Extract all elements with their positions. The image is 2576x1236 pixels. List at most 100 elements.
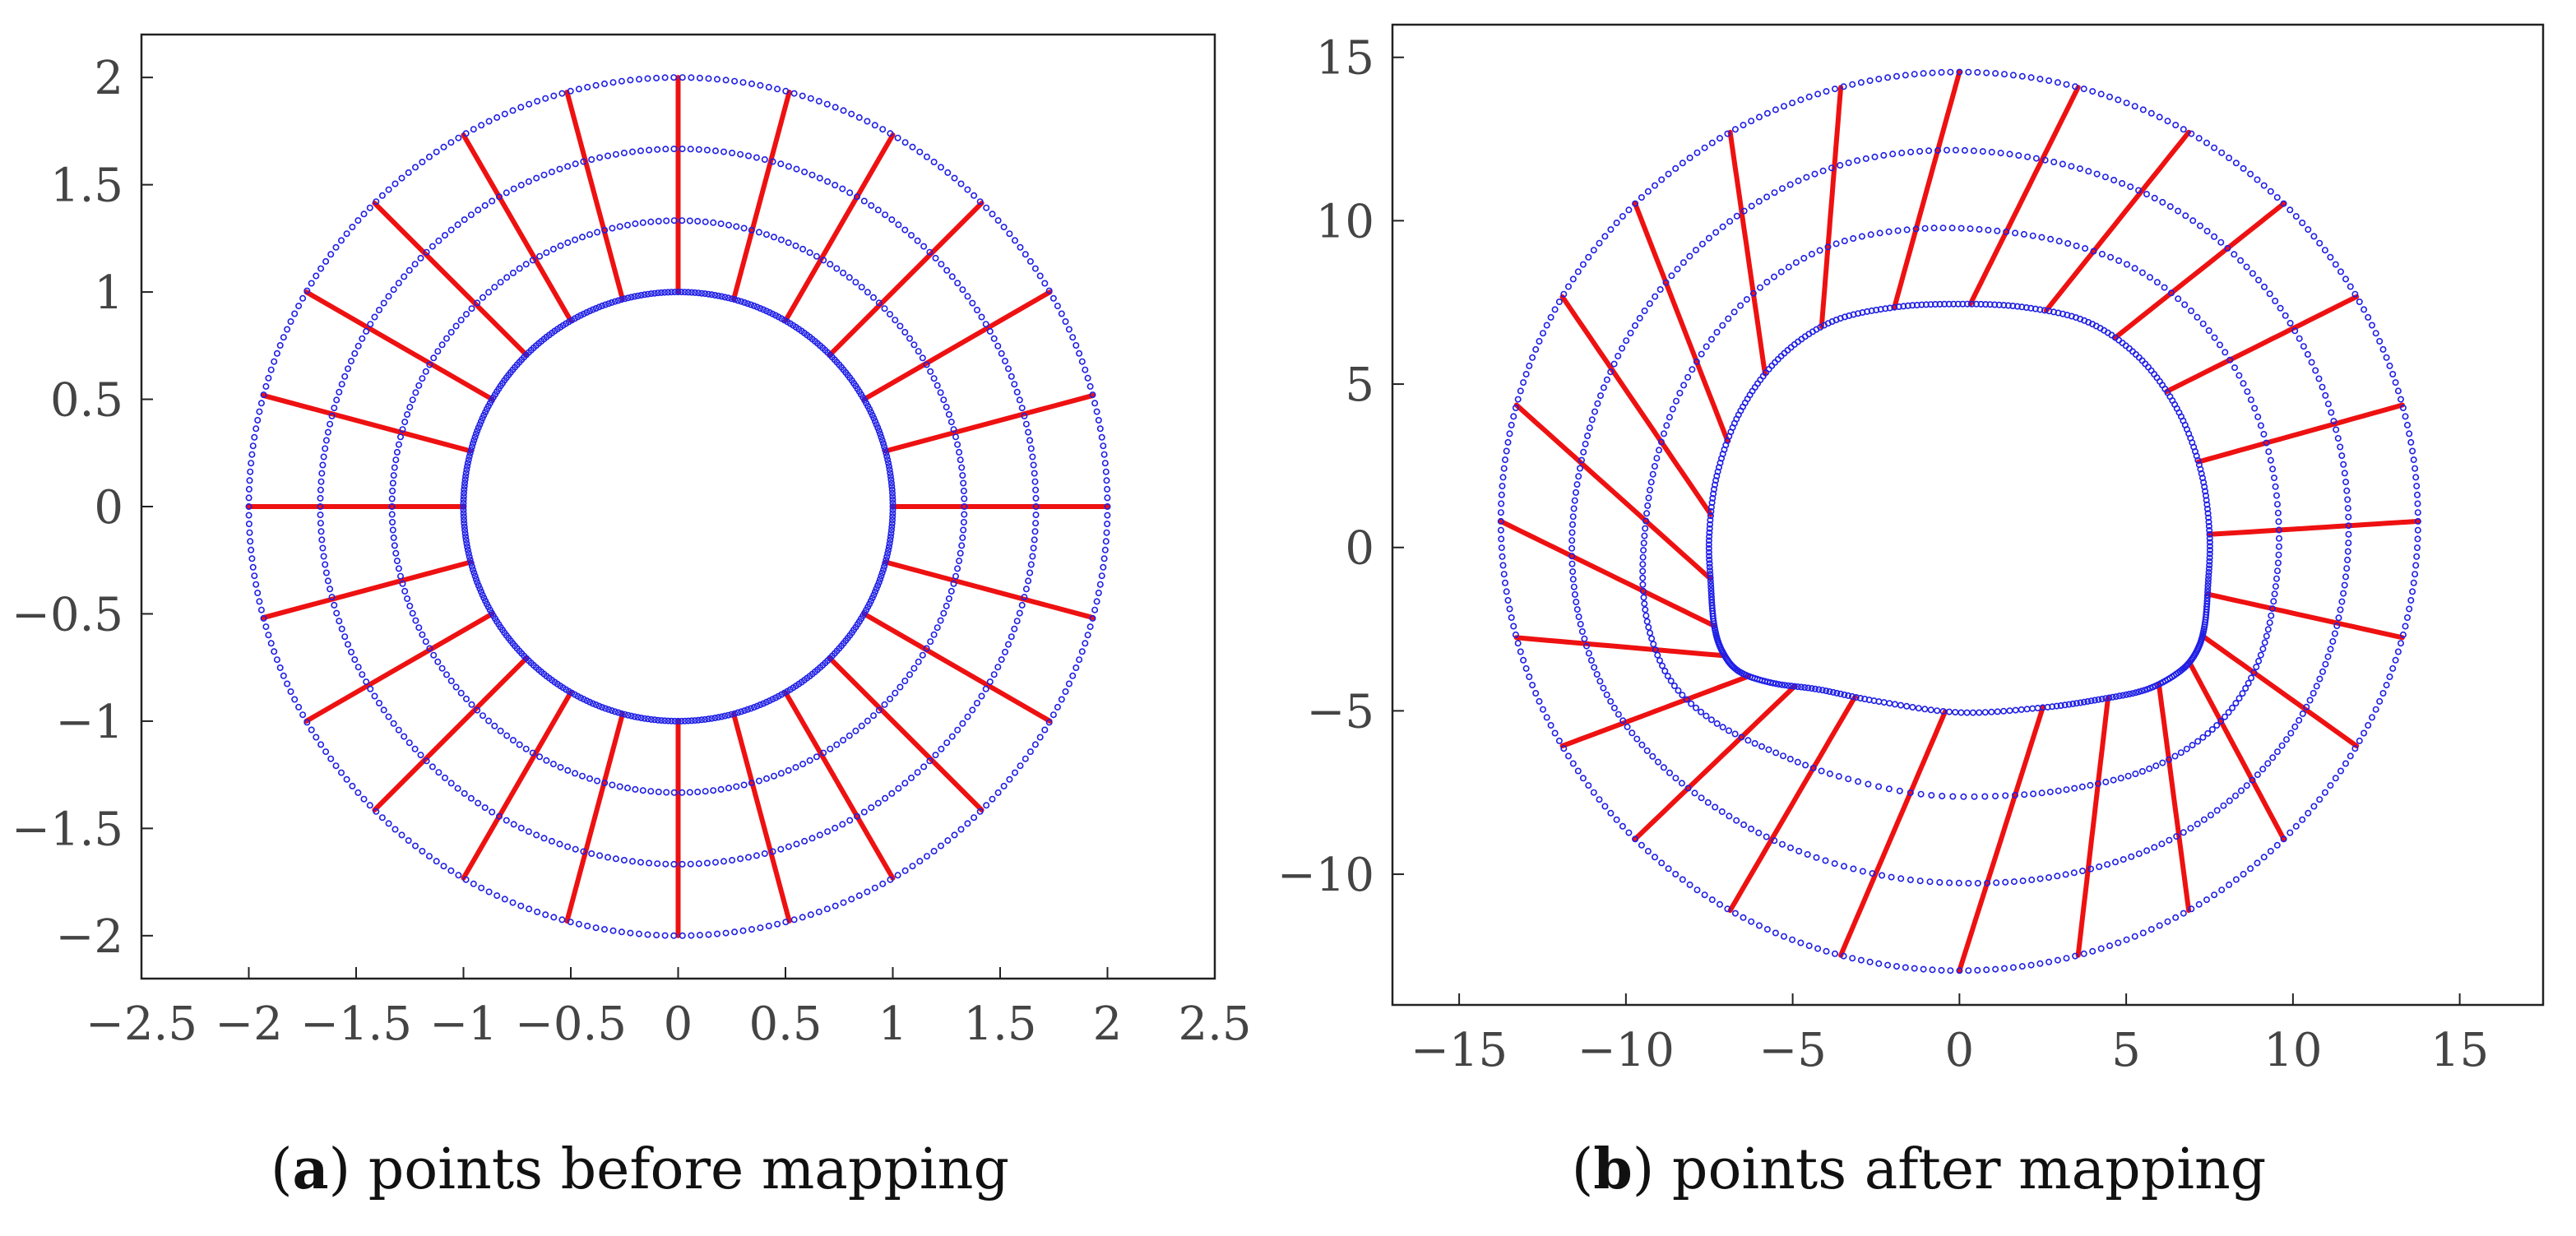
panel-a-ring-3-point [429, 763, 436, 771]
panel-a-ring-2-point [897, 322, 904, 330]
panel-a-ring-3-point [914, 237, 921, 244]
panel-a-ring-4-point [584, 84, 591, 91]
panel-b-ring-2-point [2110, 776, 2117, 784]
panel-b-ring-2-point [2245, 679, 2252, 687]
panel-a-ring-3-point [938, 745, 945, 752]
panel-b-ring-4-point [2402, 413, 2409, 420]
panel-b-ring-3-point [1569, 513, 1577, 521]
panel-b-ring-4-point [2386, 362, 2393, 369]
panel-b-radial-line [1633, 683, 1797, 842]
panel-b-ring-3-point [1655, 758, 1662, 766]
panel-a-ring-2-point [389, 526, 396, 534]
panel-a-ring-2-point [503, 274, 511, 281]
panel-b-ring-2-point [1786, 755, 1794, 762]
panel-a-ring-3-point [454, 221, 461, 229]
panel-a-ring-4-point [1086, 382, 1094, 390]
panel-a-ring-2-point [740, 225, 748, 232]
panel-b-ring-2-point [2275, 518, 2282, 525]
panel-a-ring-1-point [476, 585, 484, 592]
panel-a-ring-3-point [1011, 381, 1018, 388]
panel-a-ring-1-point [461, 530, 469, 537]
panel-a-ring-3-point [990, 671, 998, 678]
panel-b-ring-1-point [1963, 709, 1971, 716]
panel-b-ring-3-point [2344, 505, 2351, 512]
panel-b-ring-4-point [2376, 337, 2384, 345]
panel-b-ring-1-point [1886, 304, 1893, 312]
panel-a-ring-3-point [932, 752, 939, 759]
panel-a-ring-2-point [934, 382, 941, 389]
panel-a-ring-4-point [1017, 243, 1024, 251]
panel-a-ring-2-point [388, 502, 396, 510]
panel-b-ring-4-point [1499, 562, 1507, 569]
panel-a-ring-1-point [883, 556, 890, 563]
panel-b-radial-line [2199, 633, 2360, 749]
panel-b-ring-3-point [2322, 660, 2329, 668]
panel-b-ring-3-point [1733, 212, 1740, 220]
panel-b-ring-1-point [2132, 350, 2139, 358]
panel-b-ring-1-point [1774, 355, 1781, 363]
panel-b-radial-line [1727, 694, 1858, 914]
panel-b-ring-3-point [2062, 871, 2069, 878]
panel-a-ring-4-point [774, 920, 781, 928]
panel-a-ring-3-point [429, 243, 436, 250]
panel-b-ring-2-point [1939, 792, 1946, 799]
panel-a-ring-2-point [945, 595, 952, 602]
panel-b-ring-2-point [1832, 240, 1840, 248]
panel-a-ring-3-point [895, 785, 902, 792]
panel-b-ring-2-point [1642, 525, 1649, 532]
panel-b-ring-1-point [2013, 303, 2021, 310]
panel-a-ring-3-point [322, 437, 330, 444]
panel-b-ring-1-point [1903, 702, 1911, 710]
panel-b-ring-3-point [2110, 177, 2118, 184]
panel-b-ring-4-point [2072, 952, 2079, 960]
panel-a-ring-1-point [618, 710, 625, 717]
panel-b-ring-2-point [2267, 456, 2274, 464]
panel-a-ring-1-point [688, 289, 695, 296]
panel-a-ring-4-point [575, 86, 582, 93]
panel-b-ring-3-point [2151, 844, 2158, 851]
panel-a-ring-4-point [644, 931, 651, 938]
panel-a-ring-2-point [717, 785, 725, 793]
panel-b-ring-4-point [1708, 896, 1716, 904]
panel-a-ring-2-point [910, 664, 918, 672]
panel-b-ring-3-point [2226, 797, 2233, 804]
panel-b-ring-1-point [2206, 526, 2213, 534]
panel-a-ring-2-point [959, 534, 966, 541]
panel-a-ring-2-point [943, 404, 950, 411]
panel-b-ring-2-point [2166, 756, 2173, 763]
panel-a-ring-1-point [628, 294, 635, 301]
panel-b-ring-4-point [2164, 918, 2171, 925]
panel-b-ring-4-point [2356, 298, 2363, 305]
panel-a-ring-1-point [887, 470, 894, 477]
panel-b-ring-3-point [2096, 863, 2103, 871]
panel-b-ring-3-point [2341, 470, 2348, 477]
panel-b-x-tick-label: 0 [1945, 1024, 1975, 1077]
panel-b-ring-1-point [2098, 695, 2106, 702]
panel-b-ring-2-point [1949, 793, 1957, 800]
panel-b-ring-4-point [2347, 752, 2354, 760]
panel-a-ring-2-point [956, 558, 963, 565]
panel-a-ring-3-point [801, 169, 808, 176]
panel-a-ring-3-point [1031, 536, 1038, 544]
panel-b-ring-4-point [2365, 313, 2372, 321]
panel-b-ring-4-point [1551, 306, 1559, 313]
panel-a-ring-4-point [245, 502, 253, 510]
panel-b-ring-4-point [2389, 664, 2397, 672]
panel-b-ring-4-point [2195, 900, 2203, 908]
panel-a-x-tick-label: 2 [1093, 998, 1123, 1051]
panel-b-ring-4-point [2172, 914, 2180, 921]
panel-a-ring-2-point [679, 789, 686, 796]
panel-a-ring-3-point [868, 201, 875, 209]
panel-a-ring-3-point [908, 774, 915, 781]
panel-a-ring-2-point [503, 732, 511, 739]
panel-b-ring-1-point [1707, 516, 1714, 524]
panel-a-ring-2-point [406, 602, 414, 609]
panel-a-ring-3-point [1008, 373, 1015, 380]
panel-b-ring-4-point [1693, 886, 1701, 894]
panel-a-ring-3-point [319, 544, 327, 552]
panel-b-ring-3-point [2344, 548, 2351, 555]
panel-b-ring-4-point [1717, 135, 1724, 142]
panel-b-ring-3-point [2333, 622, 2341, 629]
panel-b-ring-4-point [2027, 961, 2035, 969]
panel-a-ring-4-point [1069, 672, 1077, 679]
